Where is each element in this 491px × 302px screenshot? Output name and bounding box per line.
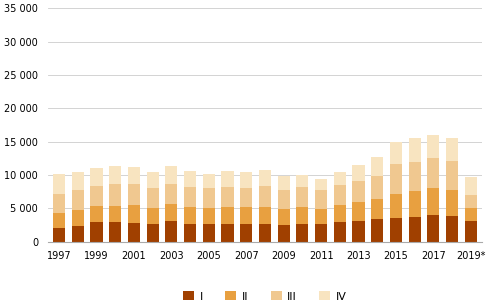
Bar <box>128 205 140 223</box>
Bar <box>464 177 477 195</box>
Bar <box>165 204 177 221</box>
Bar <box>427 215 439 242</box>
Bar <box>203 224 215 242</box>
Bar <box>409 191 421 217</box>
Bar <box>409 162 421 191</box>
Bar <box>353 202 365 221</box>
Bar <box>259 207 271 223</box>
Bar <box>184 171 196 187</box>
Bar <box>334 222 346 242</box>
Bar <box>353 181 365 202</box>
Bar <box>184 187 196 207</box>
Bar <box>371 175 383 199</box>
Bar <box>165 221 177 242</box>
Bar <box>296 223 308 242</box>
Bar <box>147 188 159 207</box>
Bar <box>334 172 346 185</box>
Bar <box>277 176 290 190</box>
Bar <box>259 223 271 242</box>
Bar <box>128 167 140 184</box>
Bar <box>259 169 271 186</box>
Bar <box>72 226 84 242</box>
Bar <box>53 194 65 213</box>
Bar <box>315 179 327 190</box>
Bar <box>371 219 383 242</box>
Bar <box>390 218 402 242</box>
Bar <box>353 165 365 181</box>
Bar <box>53 174 65 194</box>
Bar <box>427 188 439 215</box>
Bar <box>165 166 177 184</box>
Bar <box>109 166 121 184</box>
Bar <box>203 208 215 224</box>
Bar <box>446 161 458 190</box>
Bar <box>427 135 439 158</box>
Bar <box>446 216 458 242</box>
Bar <box>390 194 402 218</box>
Bar <box>53 213 65 228</box>
Bar <box>371 199 383 219</box>
Bar <box>221 207 234 223</box>
Bar <box>147 172 159 188</box>
Bar <box>277 225 290 242</box>
Bar <box>221 223 234 242</box>
Bar <box>184 223 196 242</box>
Bar <box>353 221 365 242</box>
Bar <box>296 207 308 223</box>
Bar <box>147 207 159 223</box>
Bar <box>296 175 308 187</box>
Bar <box>72 210 84 226</box>
Bar <box>334 205 346 222</box>
Bar <box>240 207 252 223</box>
Bar <box>90 168 103 185</box>
Bar <box>90 185 103 206</box>
Bar <box>371 157 383 175</box>
Bar <box>464 208 477 221</box>
Bar <box>165 184 177 204</box>
Bar <box>109 222 121 242</box>
Bar <box>315 224 327 242</box>
Bar <box>72 172 84 190</box>
Bar <box>464 195 477 208</box>
Bar <box>446 137 458 161</box>
Bar <box>390 164 402 194</box>
Bar <box>240 188 252 207</box>
Legend: I, II, III, IV: I, II, III, IV <box>179 287 351 302</box>
Bar <box>72 190 84 210</box>
Bar <box>277 190 290 209</box>
Bar <box>409 217 421 242</box>
Bar <box>109 206 121 222</box>
Bar <box>147 223 159 242</box>
Bar <box>90 222 103 242</box>
Bar <box>203 188 215 208</box>
Bar <box>90 206 103 222</box>
Bar <box>53 228 65 242</box>
Bar <box>128 184 140 205</box>
Bar <box>464 221 477 242</box>
Bar <box>221 171 234 187</box>
Bar <box>259 186 271 207</box>
Bar <box>109 184 121 206</box>
Bar <box>277 209 290 225</box>
Bar <box>128 223 140 242</box>
Bar <box>240 223 252 242</box>
Bar <box>184 207 196 223</box>
Bar <box>315 209 327 224</box>
Bar <box>203 174 215 188</box>
Bar <box>427 158 439 188</box>
Bar <box>315 190 327 209</box>
Bar <box>240 172 252 188</box>
Bar <box>221 187 234 207</box>
Bar <box>446 190 458 216</box>
Bar <box>296 187 308 207</box>
Bar <box>390 142 402 164</box>
Bar <box>409 138 421 162</box>
Bar <box>334 185 346 205</box>
